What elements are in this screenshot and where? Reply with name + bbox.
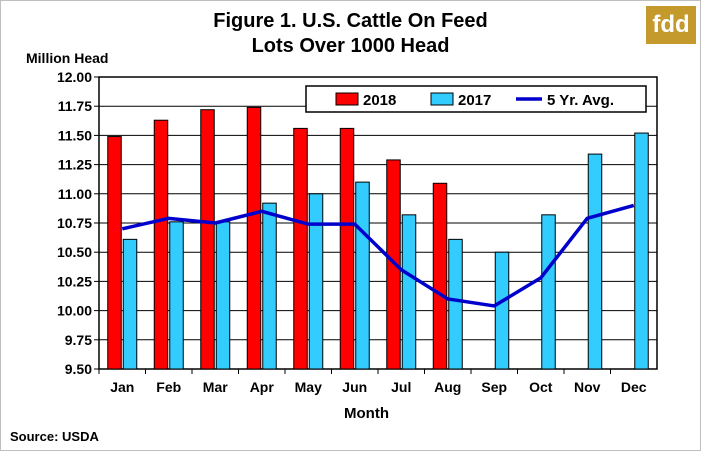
bar-2017-Aug — [448, 238, 463, 370]
x-tick-label: Apr — [250, 379, 275, 395]
bar-2018-Aug — [432, 182, 448, 370]
x-tick-label: May — [295, 379, 322, 395]
chart-title: Figure 1. U.S. Cattle On Feed — [213, 10, 488, 32]
y-tick-label: 11.50 — [58, 127, 92, 143]
y-tick-label: 11.25 — [58, 157, 92, 173]
bar-2017-Oct — [541, 214, 556, 370]
y-tick-label: 10.00 — [57, 303, 92, 319]
y-tick-labels: 12.00 11.75 11.50 11.25 11.00 10.75 10.50 10.25… — [57, 69, 92, 377]
bar-2017-Nov — [587, 153, 603, 370]
bar-2018-Jan — [107, 136, 122, 370]
avg-line — [121, 203, 635, 308]
chart-subtitle: Lots Over 1000 Head — [251, 35, 450, 57]
x-tick-label: Dec — [621, 379, 647, 395]
bars — [107, 106, 649, 370]
x-tick-label: Mar — [203, 379, 228, 395]
bar-2017-Jan — [122, 238, 138, 370]
bar-2017-Jun — [355, 181, 370, 370]
source-note: Source: USDA — [10, 429, 99, 444]
bar-2017-Mar — [215, 221, 231, 370]
bar-2018-Feb — [153, 119, 169, 370]
y-tick-label: 10.50 — [57, 244, 92, 260]
legend-2018-swatch — [335, 92, 359, 106]
x-tick-label: Jul — [391, 379, 411, 395]
bar-2018-May — [293, 127, 308, 370]
bar-2018-Mar — [200, 109, 215, 370]
x-tick-label: Aug — [434, 379, 461, 395]
legend-5yr-avg-label: 5 Yr. Avg. — [547, 92, 614, 109]
x-tick-label: Jan — [110, 379, 134, 395]
y-tick-label: 9.50 — [65, 361, 92, 377]
bar-2017-Dec — [634, 132, 649, 370]
x-tick-label: Feb — [156, 379, 181, 395]
y-tick-label: 11.75 — [58, 98, 92, 114]
legend-2017-swatch — [430, 92, 454, 106]
y-tick-label: 12.00 — [57, 69, 92, 85]
x-tick-label: Jun — [342, 379, 367, 395]
line-series-5yr-avg — [121, 203, 635, 308]
bar-2017-Feb — [169, 221, 184, 370]
x-tick-label: Oct — [529, 379, 553, 395]
bar-2017-May — [308, 193, 324, 370]
x-tick-label: Nov — [574, 379, 601, 395]
x-axis-label: Month — [344, 405, 389, 422]
bar-2017-Jul — [401, 214, 417, 370]
y-tick-label: 10.25 — [57, 273, 92, 289]
bar-2018-Jun — [339, 127, 355, 370]
bar-2017-Apr — [262, 202, 277, 370]
legend-2017-label: 2017 — [458, 92, 491, 109]
legend: 2018 2017 5 Yr. Avg. — [305, 85, 647, 113]
legend-box — [305, 85, 647, 113]
y-tick-label: 11.00 — [58, 186, 92, 202]
y-tick-label: 10.75 — [57, 215, 92, 231]
bar-2017-Sep — [494, 251, 510, 370]
legend-2018-label: 2018 — [363, 92, 396, 109]
y-axis-label: Million Head — [26, 50, 109, 66]
x-tick-label: Sep — [481, 379, 507, 395]
y-tick-label: 9.75 — [65, 332, 92, 348]
bar-2018-Apr — [246, 106, 262, 370]
x-tick-labels: Jan Feb Mar Apr May Jun Jul Aug Sep Oct Nov Dec — [110, 379, 647, 395]
fdd-logo: fdd — [646, 6, 696, 44]
